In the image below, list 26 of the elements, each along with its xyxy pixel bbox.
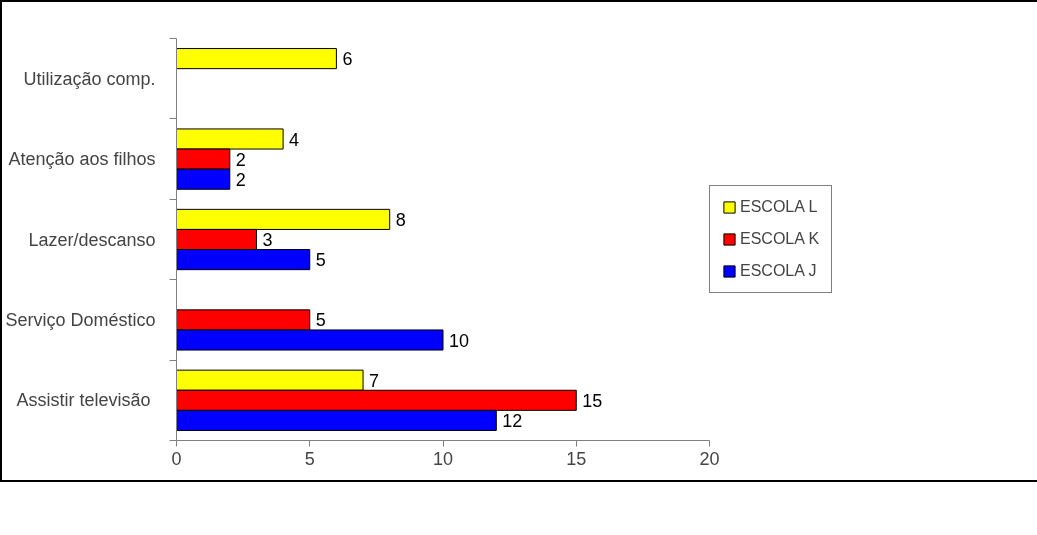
data-label: 10 (449, 330, 470, 351)
data-label: 5 (315, 250, 326, 271)
x-tick-label: 20 (699, 448, 720, 469)
y-tick-label: Lazer/descanso (28, 229, 156, 250)
y-tick-label: Atenção aos filhos (8, 149, 156, 170)
x-tick-label: 5 (304, 448, 315, 469)
data-label: 7 (369, 370, 380, 391)
data-label: 5 (315, 310, 326, 331)
x-tick-label: 10 (432, 448, 454, 469)
y-tick-label: Serviço Doméstico (5, 309, 156, 330)
data-label: 2 (235, 169, 246, 190)
legend-label: ESCOLA L (740, 198, 818, 216)
data-label: 6 (342, 49, 353, 70)
legend-label: ESCOLA J (740, 262, 817, 280)
y-tick-label: Assistir televisão (16, 390, 151, 411)
data-label: 2 (235, 149, 246, 170)
y-tick-label: Utilização comp. (23, 68, 156, 89)
legend-label: ESCOLA K (740, 230, 820, 248)
bar (176, 48, 337, 70)
data-label: 15 (582, 390, 603, 411)
data-label: 4 (289, 129, 300, 150)
data-label: 3 (262, 230, 273, 250)
x-tick-label: 15 (566, 448, 587, 469)
data-label: 8 (395, 209, 406, 230)
x-tick-label: 0 (171, 448, 182, 469)
data-label: 12 (502, 410, 523, 431)
